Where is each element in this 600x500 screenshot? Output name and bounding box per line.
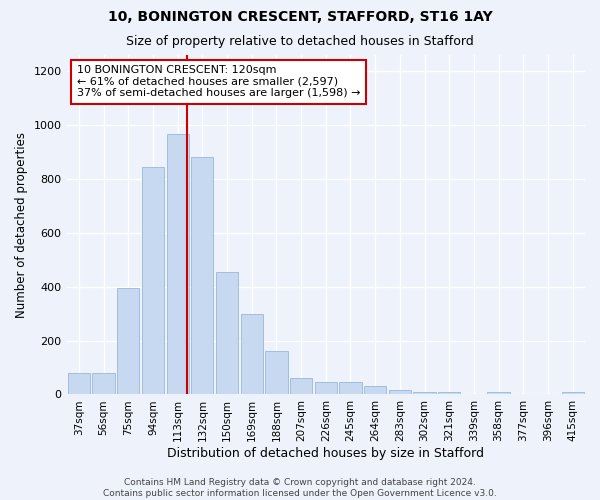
Bar — [290, 378, 312, 394]
Bar — [413, 392, 436, 394]
Bar — [562, 392, 584, 394]
Text: 10 BONINGTON CRESCENT: 120sqm
← 61% of detached houses are smaller (2,597)
37% o: 10 BONINGTON CRESCENT: 120sqm ← 61% of d… — [77, 65, 361, 98]
X-axis label: Distribution of detached houses by size in Stafford: Distribution of detached houses by size … — [167, 447, 484, 460]
Text: Contains HM Land Registry data © Crown copyright and database right 2024.
Contai: Contains HM Land Registry data © Crown c… — [103, 478, 497, 498]
Bar — [265, 352, 287, 395]
Bar — [340, 382, 362, 394]
Bar — [216, 272, 238, 394]
Bar — [364, 386, 386, 394]
Bar — [142, 167, 164, 394]
Text: Size of property relative to detached houses in Stafford: Size of property relative to detached ho… — [126, 35, 474, 48]
Bar — [117, 288, 139, 395]
Bar — [92, 373, 115, 394]
Y-axis label: Number of detached properties: Number of detached properties — [15, 132, 28, 318]
Bar — [167, 134, 189, 394]
Bar — [389, 390, 411, 394]
Bar — [487, 392, 510, 394]
Bar — [68, 373, 90, 394]
Bar — [191, 158, 214, 394]
Text: 10, BONINGTON CRESCENT, STAFFORD, ST16 1AY: 10, BONINGTON CRESCENT, STAFFORD, ST16 1… — [107, 10, 493, 24]
Bar — [438, 392, 460, 394]
Bar — [314, 382, 337, 394]
Bar — [241, 314, 263, 394]
